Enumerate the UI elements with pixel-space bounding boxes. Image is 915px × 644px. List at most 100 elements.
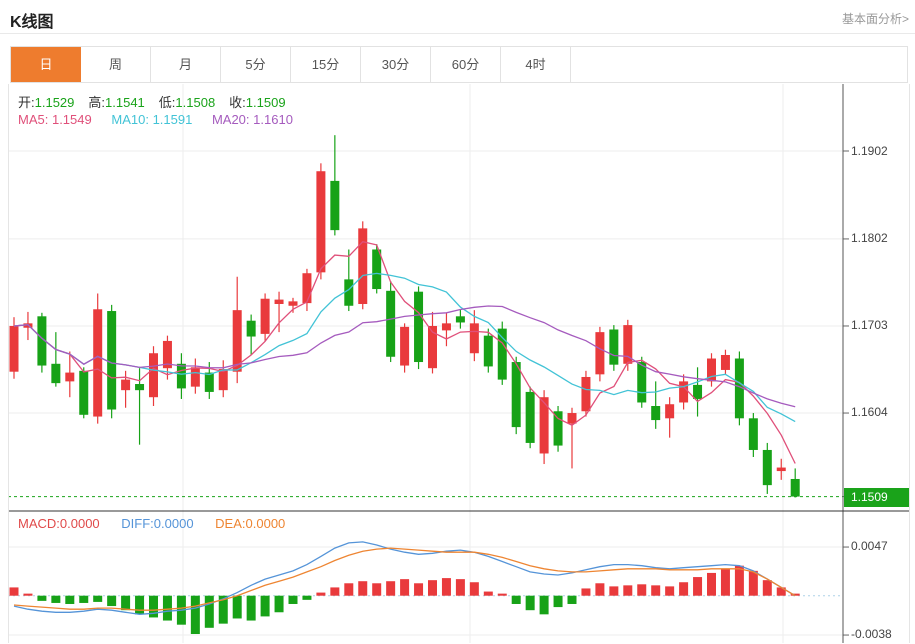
candle-body	[651, 405, 661, 421]
candle-body	[288, 301, 298, 306]
candle-body	[176, 363, 186, 389]
dea-value: 0.0000	[245, 516, 286, 531]
candle-body	[693, 384, 703, 399]
low-label: 低:	[158, 95, 176, 110]
candle-body	[637, 362, 647, 403]
macd-hist-bar	[511, 595, 521, 604]
title-separator	[0, 33, 915, 34]
tab-30min[interactable]: 30分	[361, 47, 431, 82]
candle-body	[790, 478, 800, 497]
dea-line	[13, 547, 796, 611]
macd-hist-bar	[260, 595, 270, 617]
period-tabstrip: 日 周 月 5分 15分 30分 60分 4时	[10, 46, 908, 83]
macd-hist-bar	[9, 587, 19, 596]
candle-body	[762, 449, 772, 486]
tab-weekly[interactable]: 周	[81, 47, 151, 82]
candle-body	[748, 418, 758, 450]
candle-body	[246, 320, 256, 337]
candle-body	[37, 316, 47, 366]
candle-body	[679, 381, 689, 403]
macd-hist-bar	[693, 577, 703, 596]
candle-body	[539, 397, 549, 454]
macd-hist-bar	[469, 582, 479, 596]
macd-hist-bar	[232, 595, 242, 619]
macd-hist-bar	[553, 595, 563, 608]
candle-body	[204, 372, 214, 392]
macd-hist-bar	[497, 593, 507, 596]
fundamental-analysis-link[interactable]: 基本面分析>	[841, 12, 909, 26]
tab-daily[interactable]: 日	[11, 47, 81, 82]
diff-value: 0.0000	[153, 516, 194, 531]
tab-15min[interactable]: 15分	[291, 47, 361, 82]
candle-body	[776, 467, 786, 472]
candle-body	[734, 358, 744, 419]
candle-body	[121, 379, 131, 391]
low-value: 1.1508	[175, 95, 216, 110]
close-value: 1.1509	[245, 95, 286, 110]
candle-body	[511, 362, 521, 428]
ma5-label: MA5:	[18, 112, 49, 127]
macd-readout: MACD:0.0000 DIFF:0.0000 DEA:0.0000	[18, 516, 303, 531]
candle-body	[497, 328, 507, 380]
macd-hist-bar	[288, 595, 298, 604]
macd-hist-bar	[204, 595, 214, 628]
macd-hist-bar	[525, 595, 535, 611]
candle-body	[665, 404, 675, 419]
open-value: 1.1529	[34, 95, 75, 110]
candle-body	[609, 329, 619, 365]
macd-hist-bar	[428, 580, 437, 596]
candle-body	[93, 309, 103, 417]
candle-body	[65, 372, 75, 382]
macd-hist-bar	[414, 583, 424, 596]
tab-5min[interactable]: 5分	[221, 47, 291, 82]
macd-hist-bar	[734, 565, 744, 596]
candle-body	[553, 411, 563, 446]
macd-hist-bar	[651, 585, 661, 596]
high-value: 1.1541	[105, 95, 145, 110]
candle-body	[260, 298, 270, 334]
dea-label: DEA:	[215, 516, 246, 531]
macd-hist-bar	[400, 579, 410, 596]
tab-4hour[interactable]: 4时	[501, 47, 571, 82]
macd-axis-tick: 0.0047	[851, 539, 888, 553]
candle-body	[274, 299, 284, 304]
candle-body	[330, 180, 340, 231]
candle-body	[316, 171, 326, 273]
macd-hist-bar	[218, 595, 228, 624]
macd-hist-bar	[330, 587, 340, 596]
candle-body	[232, 310, 242, 372]
candle-body	[190, 367, 200, 387]
candle-body	[567, 413, 577, 424]
macd-hist-bar	[190, 595, 200, 635]
macd-hist-bar	[386, 581, 396, 596]
macd-hist-bar	[358, 581, 368, 596]
macd-hist-bar	[581, 588, 591, 596]
open-label: 开:	[18, 95, 35, 110]
candle-body	[372, 249, 382, 290]
close-label: 收:	[229, 95, 246, 110]
price-axis-tick: 1.1802	[851, 231, 888, 245]
diff-line	[13, 541, 796, 615]
candle-body	[162, 340, 172, 369]
tab-monthly[interactable]: 月	[151, 47, 221, 82]
page-title: K线图	[10, 14, 54, 31]
price-axis-tick: 1.1703	[851, 318, 888, 332]
candle-body	[107, 311, 117, 410]
candle-body	[441, 323, 451, 331]
ma20-label: MA20:	[211, 112, 250, 127]
price-axis-tick: 1.1604	[851, 405, 888, 419]
candle-body	[525, 391, 535, 443]
macd-hist-bar	[344, 583, 354, 596]
macd-hist-bar	[93, 595, 103, 602]
price-axis-tick: 1.1902	[851, 144, 888, 158]
ma5-line	[13, 240, 796, 464]
candle-body	[218, 369, 228, 391]
macd-hist-bar	[637, 584, 647, 596]
macd-hist-bar	[623, 585, 633, 596]
macd-hist-bar	[609, 586, 619, 596]
tab-60min[interactable]: 60分	[431, 47, 501, 82]
macd-hist-bar	[441, 578, 451, 596]
macd-hist-bar	[149, 595, 158, 618]
ma10-line	[13, 272, 796, 423]
